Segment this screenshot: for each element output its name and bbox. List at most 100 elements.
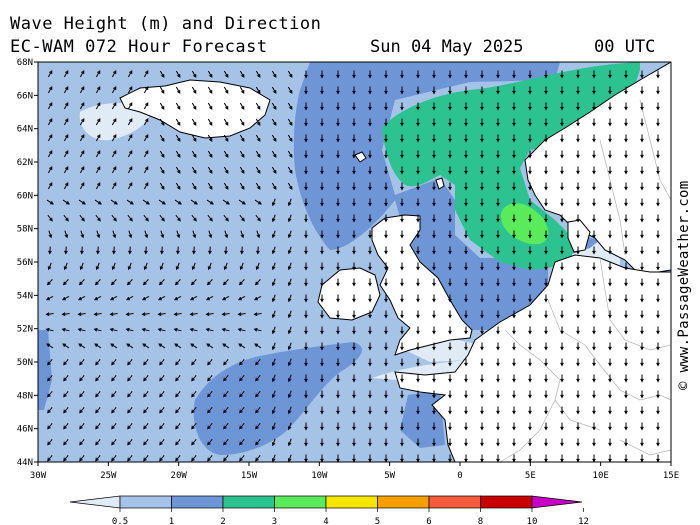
wave-arrow — [480, 262, 484, 271]
wave-arrow — [544, 358, 548, 367]
wave-arrow — [448, 166, 452, 175]
lat-tick-label: 50N — [17, 358, 33, 368]
wave-arrow — [432, 166, 436, 175]
wave-arrow — [320, 278, 324, 287]
wave-arrow — [640, 310, 644, 319]
wave-arrow — [207, 150, 213, 158]
wave-arrow — [416, 374, 420, 383]
wave-arrow — [206, 199, 214, 205]
wave-arrow — [576, 150, 580, 159]
wave-arrow — [464, 262, 468, 271]
wave-arrow — [189, 295, 198, 301]
wave-arrow — [143, 262, 148, 271]
wave-arrow — [592, 438, 596, 447]
legend-label: 10 — [527, 517, 538, 525]
wave-arrow — [448, 342, 452, 351]
wave-arrow — [64, 230, 69, 239]
wave-arrow — [528, 422, 532, 431]
wave-arrow — [400, 358, 404, 367]
wave-arrow — [592, 230, 596, 239]
wave-arrow — [576, 198, 580, 207]
wave-arrow — [45, 327, 54, 332]
lat-tick-label: 58N — [17, 225, 33, 235]
wave-arrow — [592, 278, 596, 287]
wave-arrow — [222, 343, 230, 349]
wave-arrow — [496, 246, 500, 255]
wave-arrow — [400, 134, 404, 143]
wave-arrow — [223, 358, 229, 366]
wave-arrow — [304, 246, 308, 255]
wave-arrow — [79, 438, 85, 446]
wave-arrow — [271, 294, 276, 303]
wave-arrow — [368, 310, 372, 319]
wave-arrow — [496, 70, 500, 79]
wave-arrow — [304, 358, 308, 367]
wave-arrow — [224, 230, 229, 239]
wave-arrow — [656, 86, 660, 95]
wave-arrow — [287, 326, 292, 335]
wave-arrow — [320, 294, 324, 303]
wave-arrow — [223, 86, 229, 94]
wave-arrow — [191, 390, 197, 398]
wave-arrow — [223, 118, 229, 126]
wave-arrow — [528, 134, 532, 143]
wave-arrow — [223, 166, 229, 174]
wave-arrow — [512, 374, 516, 383]
wave-arrow — [109, 295, 118, 301]
wave-arrow — [287, 134, 293, 142]
wave-arrow — [624, 86, 628, 95]
wave-arrow — [207, 214, 213, 222]
wave-arrow — [352, 278, 356, 287]
wave-arrow — [560, 342, 564, 351]
wave-arrow — [544, 182, 548, 191]
wave-arrow — [592, 214, 596, 223]
wave-arrow — [512, 102, 516, 111]
wave-arrow — [174, 199, 182, 205]
wave-arrow — [176, 246, 180, 255]
wave-arrow — [432, 214, 436, 223]
wave-arrow — [464, 166, 468, 175]
wave-arrow — [47, 454, 53, 462]
wave-arrow — [656, 230, 660, 239]
wave-arrow — [175, 262, 180, 271]
wave-arrow — [159, 406, 165, 414]
wave-arrow — [320, 118, 324, 127]
wave-arrow — [592, 422, 596, 431]
wave-arrow — [79, 118, 85, 126]
wave-arrow — [608, 214, 612, 223]
wave-arrow — [512, 166, 516, 175]
legend-swatch — [222, 495, 275, 509]
wave-arrow — [640, 342, 644, 351]
wave-arrow — [191, 374, 197, 382]
wave-arrow — [512, 310, 516, 319]
wave-arrow — [142, 199, 150, 205]
wave-arrow — [608, 134, 612, 143]
wave-arrow — [320, 342, 324, 351]
wave-arrow — [352, 166, 356, 175]
wave-arrow — [271, 278, 276, 287]
wave-arrow — [528, 358, 532, 367]
wave-arrow — [464, 246, 468, 255]
wave-arrow — [127, 454, 133, 462]
wave-arrow — [352, 102, 356, 111]
wave-arrow — [320, 406, 324, 415]
wave-arrow — [496, 294, 500, 303]
wave-arrow — [400, 214, 404, 223]
wave-arrow — [320, 390, 324, 399]
wave-arrow — [640, 358, 644, 367]
wave-arrow — [576, 262, 580, 271]
wave-arrow — [191, 134, 197, 142]
lon-tick-label: 15W — [241, 471, 258, 481]
wave-arrow — [46, 279, 53, 286]
wave-arrow — [496, 182, 500, 191]
wave-arrow — [480, 438, 484, 447]
wave-arrow — [127, 166, 133, 174]
wave-arrow — [271, 406, 276, 415]
wave-arrow — [528, 70, 532, 79]
wave-arrow — [432, 134, 436, 143]
wave-arrow — [624, 246, 628, 255]
wave-arrow — [480, 182, 484, 191]
wave-arrow — [480, 406, 484, 415]
wave-arrow — [207, 118, 213, 126]
wave-arrow — [656, 358, 660, 367]
